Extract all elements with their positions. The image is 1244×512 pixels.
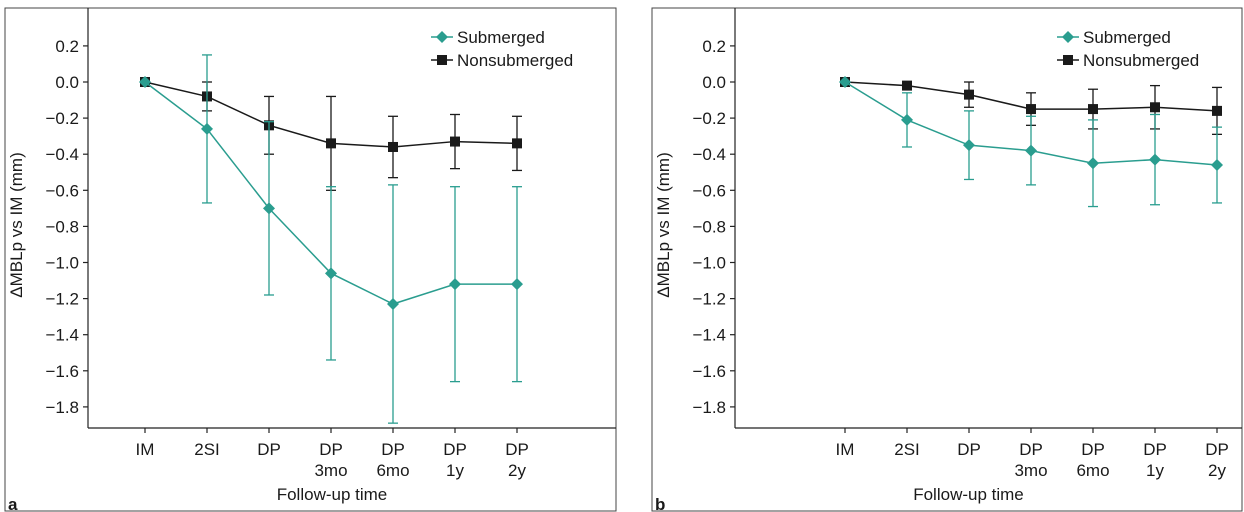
- x-tick-label: 2y: [508, 461, 526, 480]
- panel-label: b: [655, 495, 665, 512]
- series-submerged: [839, 76, 1223, 208]
- x-tick-label: DP: [443, 440, 467, 459]
- data-point: [963, 139, 975, 152]
- y-tick-label: −1.4: [692, 326, 726, 345]
- data-point: [1212, 105, 1222, 116]
- y-tick-label: −0.8: [692, 217, 726, 236]
- legend-marker: [1063, 55, 1073, 65]
- y-axis-label: ΔMBLp vs IM (mm): [7, 152, 26, 297]
- legend-label: Nonsubmerged: [1083, 51, 1199, 70]
- data-point: [511, 278, 523, 291]
- y-tick-label: 0.2: [702, 37, 726, 56]
- y-tick-label: −1.4: [45, 326, 79, 345]
- y-tick-label: −0.6: [45, 181, 79, 200]
- y-tick-label: −1.0: [45, 254, 79, 273]
- data-point: [387, 298, 399, 311]
- x-tick-label: IM: [836, 440, 855, 459]
- legend-item-submerged: Submerged: [431, 28, 545, 47]
- data-point: [1025, 144, 1037, 157]
- x-axis-label: Follow-up time: [913, 485, 1024, 504]
- y-tick-label: −1.8: [692, 398, 726, 417]
- x-tick-label: 3mo: [1014, 461, 1047, 480]
- y-tick-label: −1.6: [45, 362, 79, 381]
- x-tick-label: DP: [257, 440, 281, 459]
- y-tick-label: −0.8: [45, 217, 79, 236]
- legend-item-nonsubmerged: Nonsubmerged: [431, 51, 573, 70]
- x-tick-label: 2SI: [194, 440, 220, 459]
- y-tick-label: 0.0: [55, 73, 79, 92]
- legend-marker: [436, 31, 448, 43]
- x-tick-label: 3mo: [314, 461, 347, 480]
- data-point: [1026, 104, 1036, 115]
- x-tick-label: 6mo: [1076, 461, 1109, 480]
- x-tick-label: 1y: [1146, 461, 1164, 480]
- legend-item-submerged: Submerged: [1057, 28, 1171, 47]
- data-point: [902, 80, 912, 91]
- chart-panel-a: 0.2 0.0 −0.2 −0.4 −0.6 −0.8 −1.0 −1.2 −1.4 −1.6 −1…: [4, 7, 617, 512]
- x-tick-label: DP: [1205, 440, 1229, 459]
- chart-panel-b: 0.2 0.0 −0.2 −0.4 −0.6 −0.8 −1.0 −1.2 −1.4 −1.6 −1…: [651, 7, 1243, 512]
- legend-label: Submerged: [1083, 28, 1171, 47]
- data-point: [512, 138, 522, 149]
- x-tick-label: DP: [505, 440, 529, 459]
- data-point: [1149, 153, 1161, 166]
- data-point: [388, 141, 398, 152]
- data-point: [1150, 102, 1160, 113]
- legend-label: Submerged: [457, 28, 545, 47]
- data-point: [449, 278, 461, 291]
- y-tick-label: −1.6: [692, 362, 726, 381]
- x-tick-label: DP: [957, 440, 981, 459]
- panel-label: a: [8, 495, 18, 512]
- x-tick-label: IM: [136, 440, 155, 459]
- data-point: [839, 76, 851, 88]
- data-point: [1211, 159, 1223, 172]
- series-submerged: [139, 54, 523, 424]
- legend-label: Nonsubmerged: [457, 51, 573, 70]
- data-point: [450, 136, 460, 147]
- y-tick-label: −0.4: [692, 145, 726, 164]
- y-tick-label: −1.0: [692, 254, 726, 273]
- data-point: [1087, 157, 1099, 170]
- series-nonsubmerged: [140, 77, 522, 191]
- legend-marker: [1062, 31, 1074, 43]
- data-point: [964, 89, 974, 100]
- data-point: [901, 113, 913, 126]
- y-tick-label: −1.8: [45, 398, 79, 417]
- panel-frame: [651, 7, 1243, 512]
- x-tick-label: DP: [381, 440, 405, 459]
- panel-frame: [4, 7, 617, 512]
- data-point: [325, 267, 337, 280]
- x-tick-label: DP: [1081, 440, 1105, 459]
- y-tick-label: −1.2: [45, 290, 79, 309]
- y-tick-label: −1.2: [692, 290, 726, 309]
- x-tick-label: 6mo: [376, 461, 409, 480]
- data-point: [326, 138, 336, 149]
- y-axis-label: ΔMBLp vs IM (mm): [654, 152, 673, 297]
- x-tick-label: 2y: [1208, 461, 1226, 480]
- data-point: [1088, 104, 1098, 115]
- x-tick-label: 2SI: [894, 440, 920, 459]
- x-tick-label: DP: [1019, 440, 1043, 459]
- y-tick-label: 0.2: [55, 37, 79, 56]
- data-point: [139, 76, 151, 88]
- y-tick-label: −0.6: [692, 181, 726, 200]
- y-tick-label: −0.2: [692, 109, 726, 128]
- data-point: [263, 202, 275, 215]
- y-tick-label: −0.4: [45, 145, 79, 164]
- legend-item-nonsubmerged: Nonsubmerged: [1057, 51, 1199, 70]
- y-tick-label: 0.0: [702, 73, 726, 92]
- x-tick-label: DP: [1143, 440, 1167, 459]
- x-axis-label: Follow-up time: [277, 485, 388, 504]
- data-point: [201, 122, 213, 135]
- legend-marker: [437, 55, 447, 65]
- x-tick-label: DP: [319, 440, 343, 459]
- x-tick-label: 1y: [446, 461, 464, 480]
- y-tick-label: −0.2: [45, 109, 79, 128]
